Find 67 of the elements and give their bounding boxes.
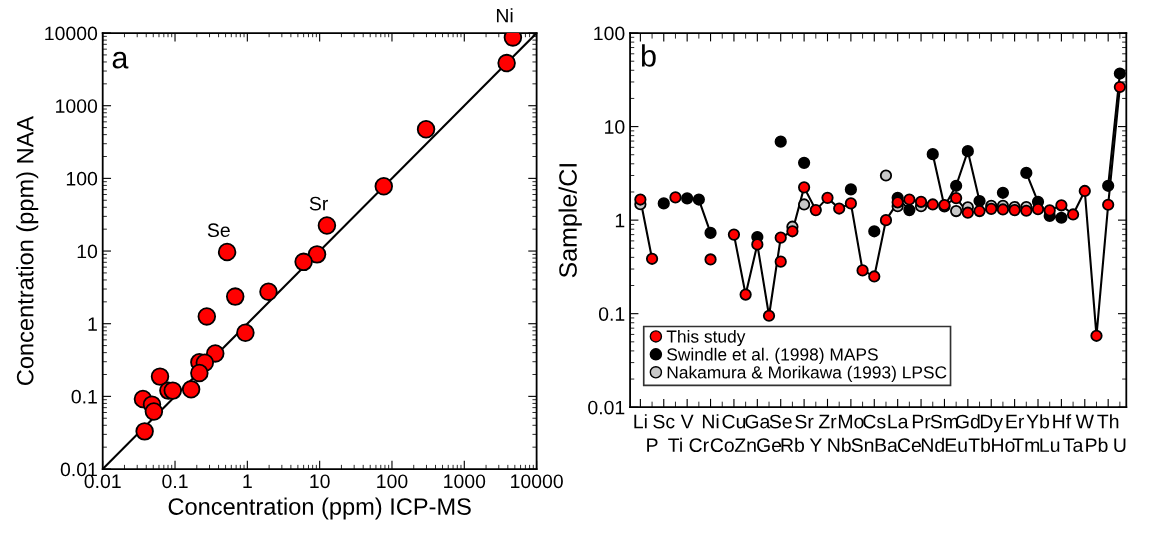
x-tick-label: Zn bbox=[734, 438, 756, 452]
x-tick-label: Tb bbox=[968, 437, 991, 453]
x-tick-label: 1000 bbox=[444, 474, 486, 489]
y-tick-label: 1 bbox=[88, 317, 97, 331]
x-tick-label: Mo bbox=[838, 414, 864, 429]
x-tick-label: V bbox=[680, 414, 694, 429]
x-tick-label: 0.1 bbox=[162, 474, 188, 489]
x-tick-label: Sr bbox=[795, 414, 814, 429]
x-tick-label: Nd bbox=[921, 437, 944, 453]
y-tick-label: 10 bbox=[77, 244, 98, 259]
y-axis-title: Sample/CI bbox=[558, 164, 582, 278]
x-tick-label: U bbox=[1114, 438, 1126, 453]
legend-label: Nakamura & Morikawa (1993) LPSC bbox=[667, 365, 947, 382]
x-tick-label: Ti bbox=[668, 437, 682, 452]
x-tick-label: Yb bbox=[1026, 414, 1050, 429]
legend-label: This study bbox=[666, 329, 746, 347]
x-tick-label: Eu bbox=[945, 438, 967, 453]
x-tick-label: Hf bbox=[1053, 414, 1072, 429]
y-tick-label: 1000 bbox=[56, 99, 98, 113]
x-tick-label: Li bbox=[634, 414, 647, 429]
x-tick-label: Ga bbox=[745, 414, 771, 429]
x-tick-label: P bbox=[647, 438, 658, 452]
x-tick-label: Ni bbox=[702, 414, 719, 429]
x-tick-label: Zr bbox=[818, 414, 837, 429]
x-tick-label: Nb bbox=[828, 437, 851, 453]
annotation: Sr bbox=[309, 196, 328, 211]
x-tick-label: Y bbox=[809, 438, 822, 452]
x-tick-label: Pb bbox=[1086, 437, 1108, 453]
x-tick-label: Ce bbox=[897, 438, 921, 453]
x-tick-label: Gd bbox=[955, 414, 980, 429]
y-tick-label: 100 bbox=[594, 26, 625, 41]
y-tick-label: 1 bbox=[615, 213, 625, 228]
x-tick-label: Co bbox=[710, 438, 734, 453]
annotation: Se bbox=[207, 223, 230, 238]
x-tick-label: Th bbox=[1097, 414, 1119, 429]
x-tick-label: Dy bbox=[980, 414, 1004, 433]
y-tick-label: 0.1 bbox=[598, 307, 625, 321]
x-tick-label: Lu bbox=[1040, 438, 1060, 453]
x-tick-label: Ta bbox=[1063, 438, 1084, 453]
x-tick-label: W bbox=[1075, 414, 1094, 429]
x-tick-label: Se bbox=[769, 414, 792, 429]
y-tick-label: 0.01 bbox=[588, 400, 625, 415]
x-tick-label: Rb bbox=[781, 437, 805, 453]
x-tick-label: Pr bbox=[912, 414, 931, 429]
y-tick-label: 0.1 bbox=[71, 389, 97, 404]
x-tick-label: 10000 bbox=[511, 474, 563, 489]
x-tick-label: 10 bbox=[310, 474, 330, 489]
x-axis-title: Concentration (ppm) ICP-MS bbox=[168, 497, 471, 520]
annotation: a bbox=[112, 51, 129, 69]
y-axis-title: Concentration (ppm) NAA bbox=[16, 115, 39, 385]
x-tick-label: Sn bbox=[851, 438, 874, 453]
y-tick-label: 10 bbox=[605, 120, 625, 134]
x-tick-label: Er bbox=[1006, 414, 1025, 429]
x-tick-label: La bbox=[888, 414, 909, 429]
legend-label: Swindle et al. (1998) MAPS bbox=[667, 347, 878, 365]
annotation: b bbox=[641, 44, 656, 67]
x-tick-label: Cs bbox=[863, 414, 886, 429]
y-tick-label: 100 bbox=[66, 171, 98, 186]
y-tick-label: 10000 bbox=[45, 26, 98, 41]
x-tick-label: Cu bbox=[722, 414, 746, 429]
x-tick-label: Sc bbox=[653, 414, 675, 429]
x-tick-label: Ge bbox=[757, 438, 782, 453]
x-tick-label: 100 bbox=[377, 474, 408, 489]
x-tick-label: Ba bbox=[875, 438, 898, 453]
annotation: Ni bbox=[496, 8, 513, 23]
x-tick-label: 1 bbox=[243, 474, 252, 488]
x-tick-label: Cr bbox=[689, 438, 709, 453]
